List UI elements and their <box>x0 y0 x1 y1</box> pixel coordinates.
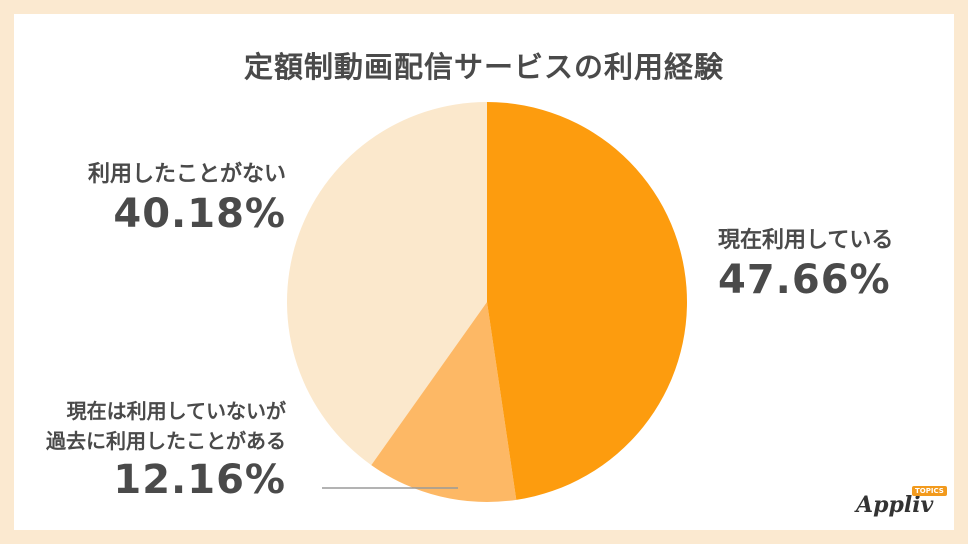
brand-tag: TOPICS <box>912 486 947 496</box>
slice-name-used-in-past-line2: 過去に利用したことがある <box>46 429 286 453</box>
slice-value-never-used: 40.18% <box>113 191 286 237</box>
slice-label-currently-using: 現在利用している 47.66% <box>718 226 893 304</box>
brand-logo: Appliv <box>856 492 934 518</box>
slice-label-used-in-past: 現在は利用していないが 過去に利用したことがある 12.16% <box>40 396 286 504</box>
chart-title: 定額制動画配信サービスの利用経験 <box>243 50 724 84</box>
slice-name-used-in-past-line1: 現在は利用していないが <box>66 399 286 423</box>
slice-value-used-in-past: 12.16% <box>113 457 286 503</box>
pie-slice-used-in-past <box>371 302 517 502</box>
slice-name-never-used: 利用したことがない <box>87 162 286 187</box>
slice-value-currently-using: 47.66% <box>718 257 891 303</box>
pie-slice-never-used <box>287 102 487 466</box>
slice-label-never-used: 利用したことがない 40.18% <box>46 160 286 238</box>
slice-name-currently-using: 現在利用している <box>718 228 894 253</box>
pie-slice-currently-using <box>487 102 688 500</box>
